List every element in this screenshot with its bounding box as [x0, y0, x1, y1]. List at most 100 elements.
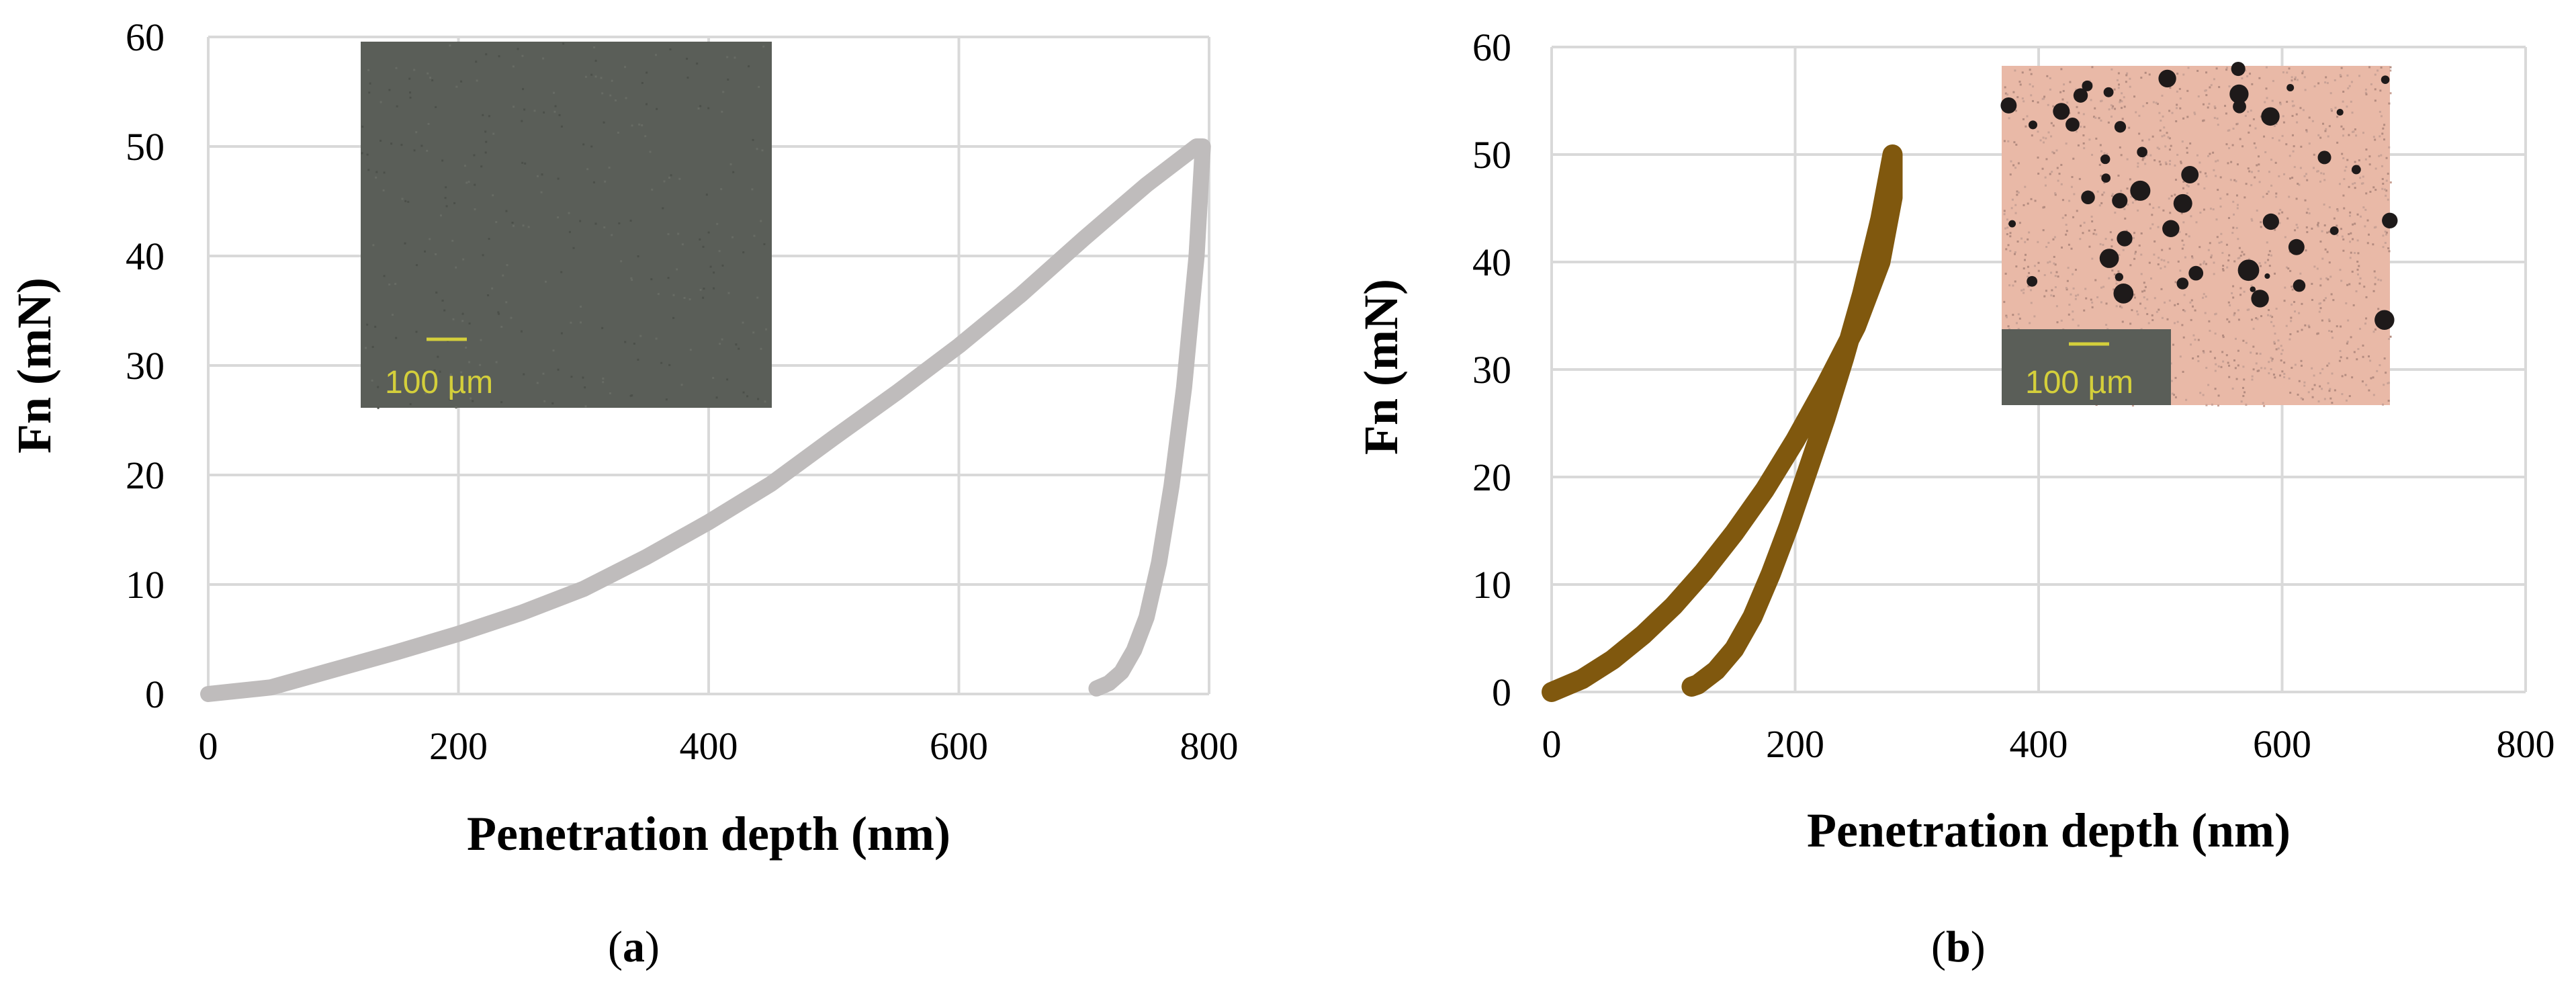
inset-speckle [2205, 263, 2207, 265]
inset-speckle [2037, 101, 2039, 103]
inset-speckle [2104, 238, 2107, 241]
caption-b-letter: b [1945, 922, 1971, 971]
y-axis-title: Fn (mN) [1354, 279, 1408, 455]
inset-speckle [2341, 375, 2344, 378]
inset-speckle [552, 349, 555, 352]
inset-speckle [2225, 67, 2228, 69]
inset-speckle [2237, 257, 2239, 259]
inset-speckle [2160, 163, 2162, 166]
inset-speckle [2387, 247, 2390, 250]
inset-speckle [2331, 372, 2334, 375]
inset-speckle [485, 53, 488, 56]
inset-speckle [2330, 330, 2333, 333]
inset-speckle [2088, 80, 2091, 83]
inset-speckle [2340, 279, 2343, 282]
inset-speckle [2100, 100, 2102, 103]
inset-speckle [2295, 113, 2298, 116]
inset-speckle [391, 314, 394, 316]
inset-particle [2137, 146, 2147, 158]
inset-speckle [2293, 166, 2296, 169]
inset-speckle [699, 105, 702, 107]
inset-speckle [2322, 122, 2325, 125]
inset-speckle [2014, 110, 2017, 112]
inset-speckle [2060, 319, 2063, 322]
inset-speckle [2126, 187, 2129, 190]
inset-speckle [2329, 397, 2332, 400]
inset-speckle [2237, 309, 2239, 312]
inset-speckle [465, 346, 468, 349]
inset-speckle [2006, 218, 2008, 221]
inset-speckle [2319, 284, 2322, 287]
inset-speckle [2209, 208, 2212, 210]
inset-speckle [2133, 257, 2136, 260]
inset-speckle [2296, 79, 2299, 81]
inset-speckle [2354, 182, 2356, 185]
inset-speckle [2348, 283, 2351, 286]
inset-speckle [2211, 254, 2213, 257]
inset-speckle [512, 65, 515, 68]
inset-speckle [2366, 242, 2369, 245]
inset-speckle [380, 140, 382, 142]
inset-speckle [2370, 377, 2372, 380]
inset-speckle [2125, 81, 2127, 83]
inset-speckle [2065, 142, 2068, 145]
inset-speckle [2356, 213, 2359, 216]
inset-particle [2000, 97, 2017, 114]
inset-speckle [2165, 163, 2168, 165]
inset-speckle [2229, 179, 2232, 181]
inset-speckle [2100, 119, 2102, 122]
inset-speckle [2387, 382, 2390, 384]
inset-speckle [2053, 255, 2055, 258]
inset-speckle [2285, 266, 2288, 269]
inset-speckle [2075, 88, 2078, 91]
inset-speckle [2291, 288, 2294, 291]
inset-speckle [2214, 388, 2217, 390]
inset-speckle [2219, 205, 2222, 208]
inset-speckle [2359, 327, 2362, 330]
inset-speckle [2069, 81, 2072, 83]
inset-speckle [2010, 160, 2012, 163]
inset-speckle [2148, 138, 2151, 141]
inset-speckle [2124, 217, 2127, 220]
inset-speckle [2339, 269, 2342, 271]
inset-speckle [2254, 146, 2257, 149]
inset-speckle [452, 318, 455, 320]
inset-speckle [404, 242, 406, 245]
inset-speckle [2121, 320, 2124, 323]
inset-speckle [465, 181, 468, 184]
inset-speckle [2351, 376, 2354, 379]
inset-speckle [2305, 130, 2308, 133]
inset-speckle [2111, 239, 2113, 241]
inset-speckle [2215, 67, 2218, 70]
inset-speckle [2281, 211, 2284, 214]
inset-speckle [609, 392, 611, 394]
inset-speckle [2178, 230, 2181, 233]
inset-speckle [681, 243, 684, 246]
inset-speckle [2250, 184, 2253, 187]
inset-speckle [2334, 106, 2337, 109]
inset-particle [2181, 166, 2199, 183]
inset-speckle [2064, 214, 2067, 216]
inset-speckle [2251, 83, 2254, 85]
inset-speckle [2374, 167, 2377, 170]
inset-speckle [592, 181, 595, 183]
inset-speckle [2078, 121, 2081, 124]
inset-background [361, 42, 772, 408]
inset-speckle [2023, 100, 2025, 103]
inset-speckle [2346, 105, 2348, 108]
inset-speckle [2105, 302, 2108, 305]
inset-speckle [2008, 284, 2011, 287]
inset-speckle [2308, 142, 2311, 145]
inset-speckle [686, 77, 689, 79]
inset-speckle [2146, 312, 2149, 315]
inset-speckle [2065, 233, 2068, 236]
inset-speckle [570, 376, 573, 378]
inset-speckle [506, 264, 508, 267]
inset-speckle [753, 234, 756, 237]
inset-speckle [2265, 66, 2268, 69]
inset-speckle [2227, 361, 2229, 364]
inset-particle [2288, 239, 2305, 255]
inset-speckle [2283, 173, 2286, 175]
inset-particle [2130, 180, 2151, 201]
inset-speckle [2311, 120, 2314, 122]
